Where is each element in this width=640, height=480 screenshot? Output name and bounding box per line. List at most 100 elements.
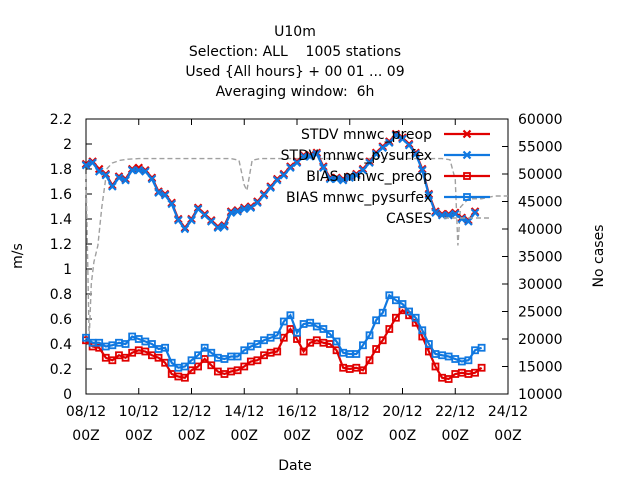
bias-mnwc-pysurfex-point	[293, 328, 301, 337]
stdv-mnwc-pysurfex-point	[147, 174, 157, 184]
bias-mnwc-preop-point	[477, 363, 486, 372]
y2-tick-label: 50000	[518, 167, 563, 183]
bias-mnwc-pysurfex-point	[418, 326, 427, 335]
stdv-mnwc-pysurfex-point	[134, 165, 144, 175]
bias-mnwc-preop-point	[431, 362, 440, 371]
x-tick-label: 22/12	[435, 404, 475, 420]
stdv-mnwc-pysurfex-point	[299, 152, 308, 161]
bias-mnwc-pysurfex-point	[82, 333, 90, 342]
bias-mnwc-pysurfex-point	[332, 337, 341, 346]
stdv-mnwc-pysurfex-point	[108, 182, 117, 191]
legend: STDV mnwc_preop STDV mnwc_pysurfex BIAS mn…	[281, 127, 490, 227]
stdv-mnwc-pysurfex-point	[101, 170, 111, 180]
y2-tick-label: 55000	[518, 140, 563, 156]
y2-tick-label: 30000	[518, 277, 563, 293]
stdv-mnwc-pysurfex-point	[200, 210, 209, 220]
bias-mnwc-pysurfex-point	[464, 356, 473, 365]
x-tick-label-time: 00Z	[72, 428, 99, 444]
bias-mnwc-pysurfex-point	[200, 343, 209, 352]
bias-mnwc-preop-point	[471, 368, 479, 377]
stdv-mnwc-pysurfex-point	[127, 165, 137, 175]
bias-mnwc-pysurfex-point	[424, 340, 433, 348]
chart-title: U10m Selection: ALL 1005 stations Used {Al…	[185, 24, 404, 100]
stdv-mnwc-pysurfex-point	[180, 224, 190, 234]
x-tick-label-time: 00Z	[231, 428, 258, 444]
stdv-mnwc-pysurfex-point	[272, 175, 282, 185]
bias-mnwc-pysurfex-point	[359, 341, 367, 350]
bias-mnwc-preop-point	[378, 336, 387, 345]
x-tick-label: 16/12	[277, 404, 317, 420]
x-tick-label: 12/12	[171, 404, 211, 420]
y-tick-label: 0	[63, 387, 72, 403]
stdv-mnwc-pysurfex-point	[286, 163, 295, 173]
stdv-mnwc-pysurfex-point	[418, 165, 427, 175]
series-stdv-mnwc-pysurfex	[81, 130, 480, 234]
x-axis-label: Date	[278, 458, 311, 474]
stdv-mnwc-pysurfex-point	[352, 170, 361, 180]
stdv-mnwc-pysurfex-point	[371, 149, 381, 159]
bias-mnwc-pysurfex-point	[121, 340, 130, 348]
bias-mnwc-pysurfex-point	[411, 313, 420, 322]
y2-tick-label: 15000	[518, 360, 563, 376]
y-axis-label: m/s	[10, 243, 26, 269]
stdv-mnwc-pysurfex-point	[464, 217, 473, 226]
stdv-mnwc-pysurfex-point	[457, 214, 467, 224]
stdv-mnwc-pysurfex-point	[338, 175, 348, 185]
bias-mnwc-pysurfex-point	[385, 291, 394, 300]
stdv-mnwc-pysurfex-point	[312, 149, 322, 159]
stdv-mnwc-pysurfex-point	[325, 174, 335, 184]
stdv-mnwc-pysurfex-point	[450, 209, 460, 219]
stdv-mnwc-pysurfex-point	[332, 174, 341, 184]
bias-mnwc-pysurfex-point	[167, 358, 176, 367]
legend-stdv-mnwc-preop-point	[462, 129, 472, 139]
stdv-mnwc-pysurfex-point	[174, 215, 183, 225]
stdv-mnwc-pysurfex-point	[207, 217, 216, 226]
stdv-mnwc-pysurfex-point	[226, 208, 236, 218]
y-tick-label: 1	[63, 262, 72, 278]
y2-tick-label: 10000	[518, 387, 563, 403]
y-tick-label: 2	[63, 137, 72, 153]
stdv-mnwc-pysurfex-point	[213, 223, 223, 233]
x-tick-label-time: 00Z	[178, 428, 205, 444]
stdv-mnwc-pysurfex-point	[365, 158, 374, 168]
bias-mnwc-pysurfex-point	[279, 317, 288, 326]
stdv-mnwc-pysurfex-point	[358, 165, 368, 175]
series-cases	[85, 157, 508, 340]
bias-mnwc-preop-point	[444, 375, 453, 383]
stdv-mnwc-pysurfex-point	[385, 138, 394, 148]
bias-mnwc-pysurfex-point	[187, 356, 196, 365]
bias-mnwc-preop-point	[108, 356, 117, 365]
bias-mnwc-pysurfex-point	[378, 308, 387, 317]
stdv-mnwc-pysurfex-point	[81, 160, 91, 170]
stdv-mnwc-pysurfex-point	[404, 140, 414, 150]
y2-tick-label: 40000	[518, 222, 563, 238]
stdv-mnwc-pysurfex-point	[378, 143, 387, 153]
legend-label: STDV mnwc_preop	[301, 127, 432, 143]
bias-mnwc-pysurfex-point	[477, 343, 486, 352]
stdv-mnwc-pysurfex-point	[319, 163, 328, 173]
x-tick-label: 18/12	[330, 404, 370, 420]
x-tick-label: 08/12	[66, 404, 106, 420]
stdv-mnwc-pysurfex-point	[187, 215, 196, 225]
stdv-mnwc-pysurfex-point	[141, 167, 150, 176]
stdv-mnwc-pysurfex-point	[345, 173, 355, 183]
series-line-cases	[85, 157, 508, 340]
title-line: Selection: ALL 1005 stations	[189, 44, 401, 60]
stdv-mnwc-pysurfex-point	[167, 199, 176, 209]
series-line-bias-mnwc-pysurfex	[85, 293, 483, 369]
stdv-mnwc-pysurfex-point	[431, 208, 440, 218]
bias-mnwc-preop-point	[121, 353, 130, 362]
bias-mnwc-pysurfex-point	[352, 350, 361, 358]
y2-tick-label: 25000	[518, 305, 563, 321]
y2-tick-label: 45000	[518, 195, 563, 211]
x-tick-label-time: 00Z	[494, 428, 521, 444]
y2-tick-label: 35000	[518, 250, 563, 266]
legend-bias-mnwc-preop-point	[463, 172, 471, 180]
bias-mnwc-preop-point	[365, 356, 374, 365]
y-tick-label: 1.2	[50, 237, 72, 253]
legend-label: BIAS mnwc_preop	[306, 169, 432, 185]
y2-tick-label: 60000	[518, 112, 563, 128]
y-tick-label: 0.8	[50, 287, 72, 303]
bias-mnwc-pysurfex-point	[194, 351, 202, 360]
bias-mnwc-pysurfex-point	[398, 300, 407, 308]
